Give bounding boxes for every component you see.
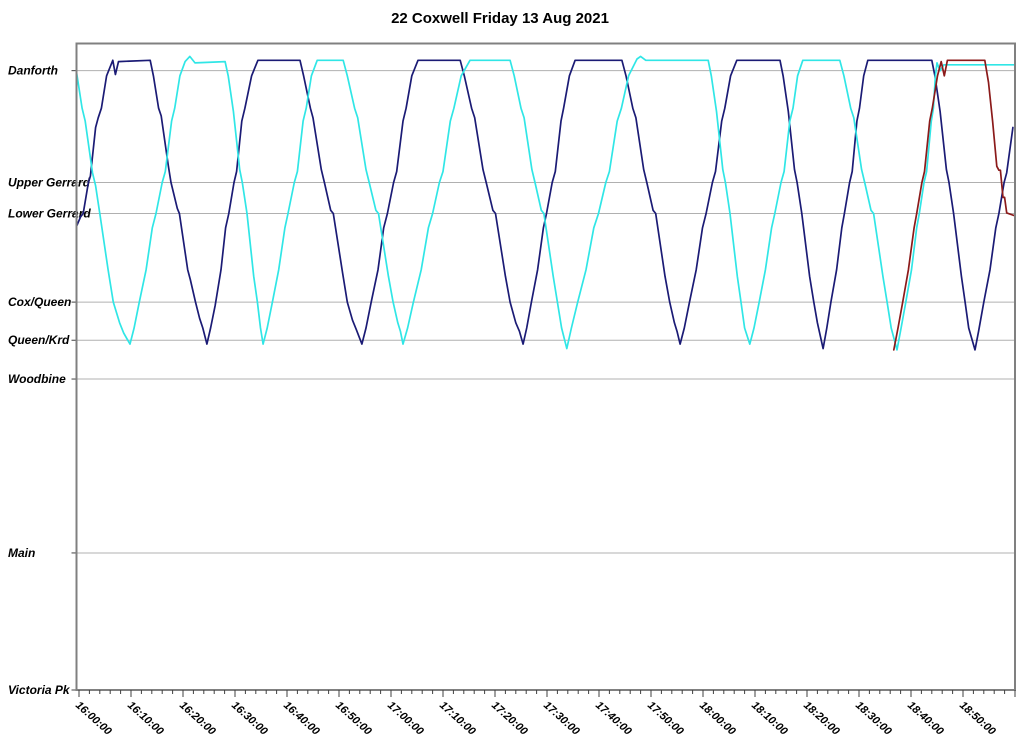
time-label: 18:00:00	[697, 699, 738, 738]
station-label: Cox/Queen	[8, 295, 71, 309]
time-label: 16:20:00	[177, 699, 218, 738]
time-label: 18:20:00	[801, 699, 842, 738]
series-lines	[76, 55, 1015, 351]
station-label: Queen/Krd	[8, 333, 70, 347]
time-label: 18:50:00	[957, 699, 998, 738]
time-label: 17:10:00	[437, 699, 478, 738]
station-label: Danforth	[8, 64, 58, 78]
time-label: 17:50:00	[645, 699, 686, 738]
x-axis-ticks	[78, 690, 1016, 697]
series-vehicle-navy	[76, 59, 1014, 351]
gridlines	[71, 70, 1015, 691]
time-label: 18:30:00	[853, 699, 894, 738]
time-label: 17:00:00	[385, 699, 426, 738]
station-label: Woodbine	[8, 372, 66, 386]
station-label: Lower Gerrard	[8, 207, 91, 221]
time-label: 16:40:00	[281, 699, 322, 738]
time-label: 17:40:00	[593, 699, 634, 738]
time-label: 17:30:00	[541, 699, 582, 738]
x-axis-time-labels: 16:00:00 16:10:00 16:20:00 16:30:00 16:40:00…	[73, 699, 998, 738]
y-axis-station-labels: Danforth Upper Gerrard Lower Gerrard Cox/Qu…	[8, 64, 91, 697]
station-label: Victoria Pk	[8, 683, 71, 697]
plot-border	[75, 42, 1016, 691]
time-label: 16:30:00	[229, 699, 270, 738]
series-vehicle-cyan	[76, 55, 1015, 351]
time-label: 18:10:00	[749, 699, 790, 738]
station-label: Main	[8, 546, 35, 560]
series-vehicle-darkred	[892, 59, 1015, 351]
time-label: 16:50:00	[333, 699, 374, 738]
time-label: 17:20:00	[489, 699, 530, 738]
time-label: 16:00:00	[73, 699, 114, 738]
chart-title: 22 Coxwell Friday 13 Aug 2021	[391, 10, 609, 27]
time-label: 18:40:00	[905, 699, 946, 738]
station-label: Upper Gerrard	[8, 175, 91, 189]
time-label: 16:10:00	[125, 699, 166, 738]
